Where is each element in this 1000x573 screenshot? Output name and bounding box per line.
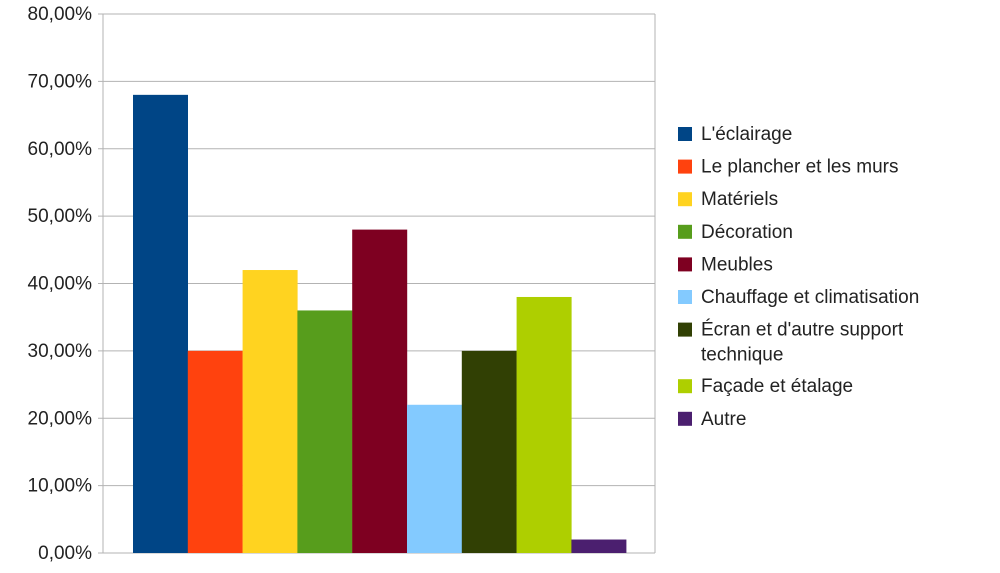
- legend-label: Écran et d'autre support technique: [701, 320, 904, 366]
- legend-swatch: [678, 322, 692, 337]
- legend-label: L'éclairage: [701, 124, 792, 145]
- legend-label: Décoration: [701, 222, 793, 243]
- legend-swatch: [678, 290, 692, 304]
- legend-label: Chauffage et climatisation: [701, 287, 919, 308]
- y-tick-label: 80,00%: [28, 4, 93, 25]
- y-tick-label: 50,00%: [28, 206, 93, 227]
- bar: [242, 270, 298, 553]
- legend-swatch: [678, 379, 692, 394]
- legend-swatch: [678, 192, 692, 207]
- legend-label: Meubles: [701, 254, 773, 275]
- bar: [133, 94, 188, 553]
- bar: [461, 350, 517, 553]
- bar: [571, 539, 627, 553]
- legend-swatch: [678, 224, 692, 239]
- legend: L'éclairage Le plancher et les murs Matéri…: [678, 124, 919, 430]
- bar: [407, 404, 462, 553]
- y-axis: 0,00% 10,00% 20,00% 30,00% 40,00% 50,00% 60,00…: [28, 4, 656, 564]
- bar: [352, 229, 408, 553]
- legend-label: Le plancher et les murs: [701, 157, 899, 178]
- bar: [297, 310, 353, 553]
- y-tick-label: 20,00%: [28, 408, 93, 429]
- y-tick-label: 40,00%: [28, 274, 93, 295]
- legend-label: Matériels: [701, 189, 778, 210]
- y-tick-label: 30,00%: [28, 341, 93, 362]
- legend-swatch: [678, 127, 692, 141]
- legend-label: Autre: [701, 409, 746, 430]
- y-tick-label: 70,00%: [28, 71, 93, 92]
- legend-swatch: [678, 411, 692, 426]
- legend-swatch: [678, 257, 692, 272]
- bar: [187, 350, 243, 553]
- y-tick-label: 0,00%: [38, 543, 92, 564]
- bars: [133, 94, 627, 553]
- y-tick-label: 10,00%: [28, 476, 93, 497]
- y-tick-label: 60,00%: [28, 139, 93, 160]
- legend-label: Façade et étalage: [701, 376, 853, 397]
- legend-swatch: [678, 159, 692, 174]
- bar: [516, 296, 572, 553]
